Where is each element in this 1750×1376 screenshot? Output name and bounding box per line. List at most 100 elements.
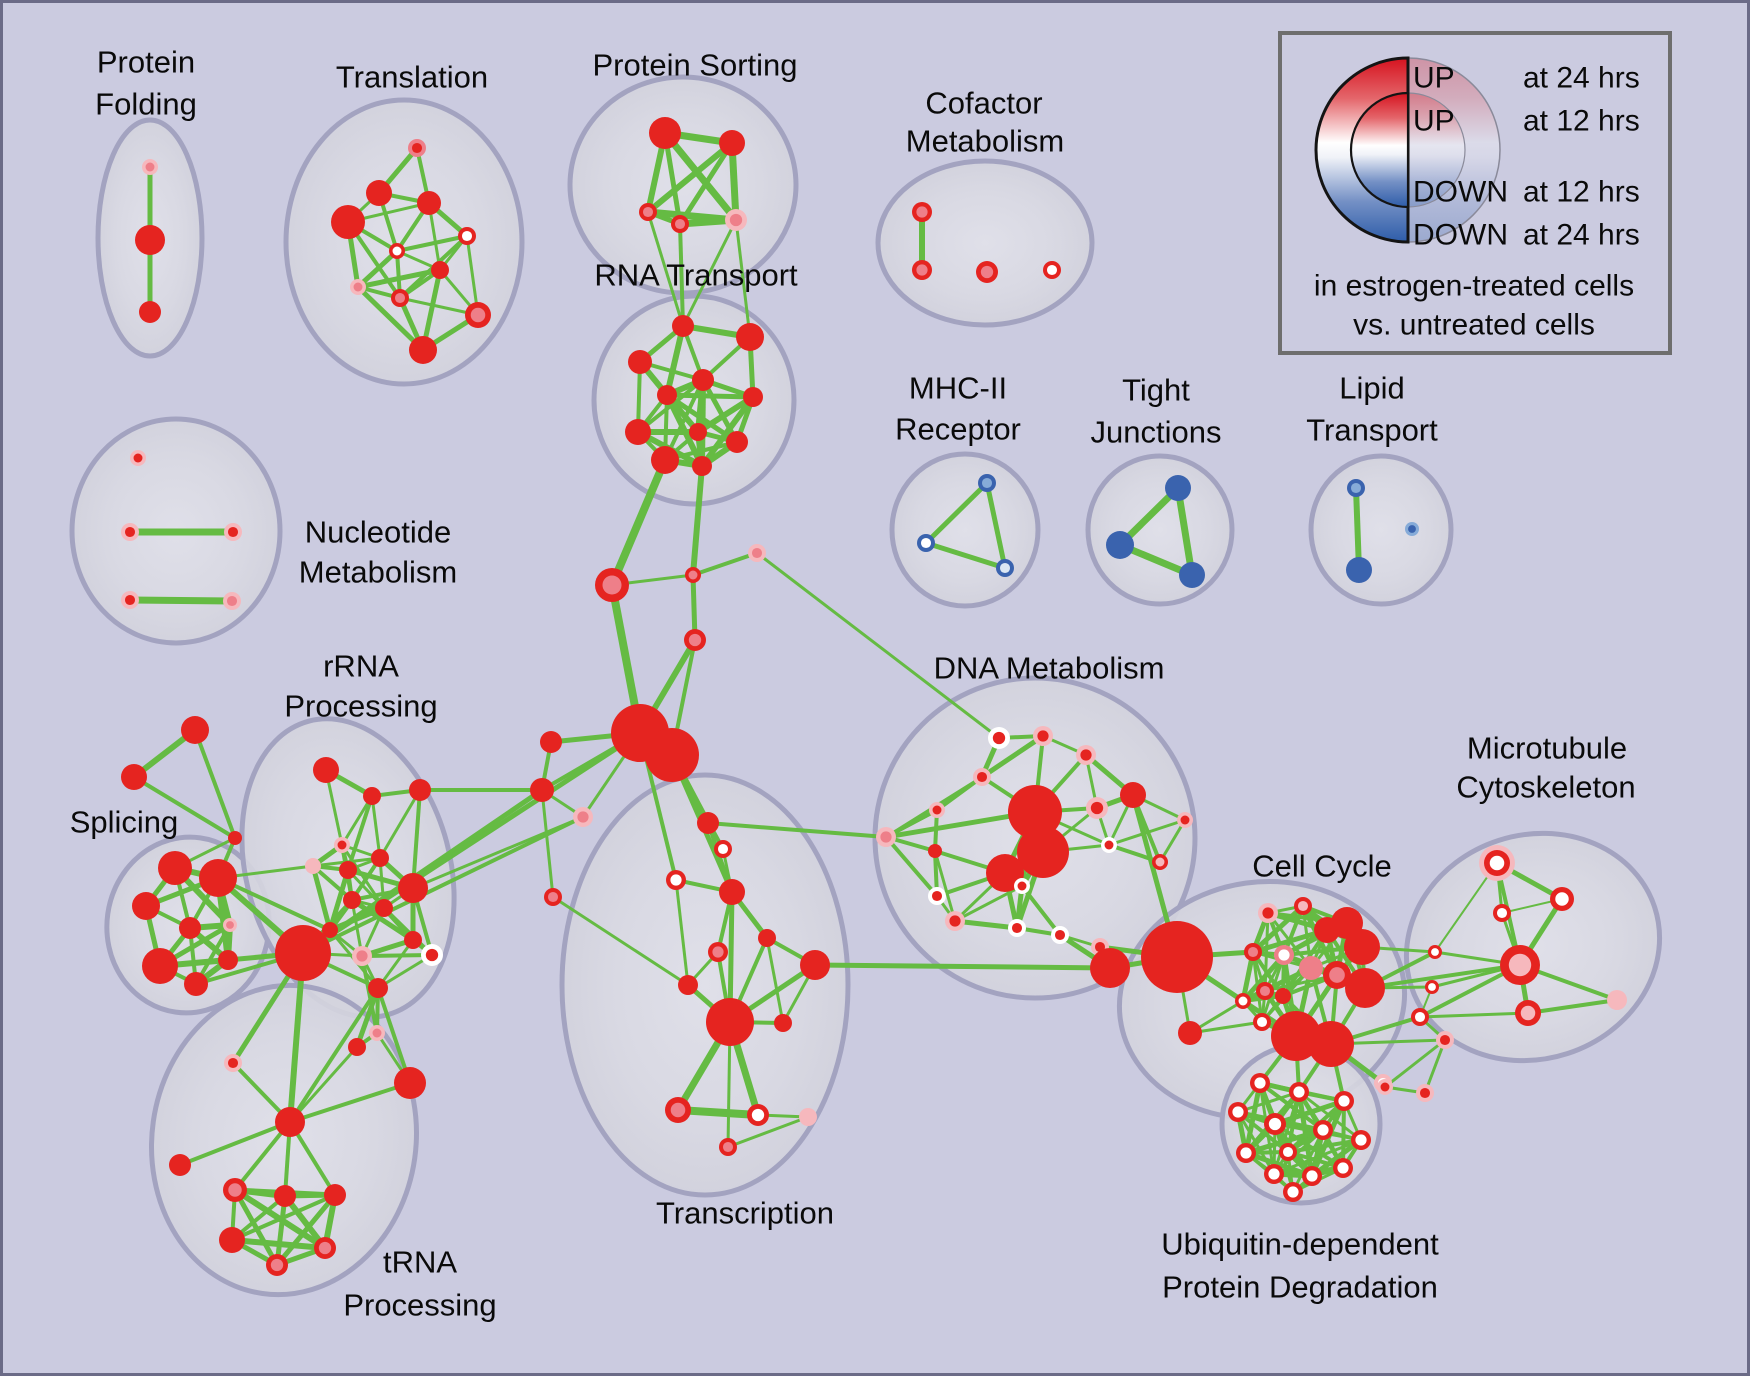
network-node[interactable] xyxy=(1178,1021,1202,1045)
network-node[interactable] xyxy=(1346,557,1372,583)
network-node[interactable] xyxy=(1274,945,1294,965)
network-node[interactable] xyxy=(928,887,946,905)
network-node[interactable] xyxy=(639,203,657,221)
network-node[interactable] xyxy=(672,315,694,337)
network-node[interactable] xyxy=(1607,990,1627,1010)
network-node[interactable] xyxy=(179,917,201,939)
network-node[interactable] xyxy=(181,716,209,744)
network-node[interactable] xyxy=(184,972,208,996)
network-node[interactable] xyxy=(431,261,449,279)
network-node[interactable] xyxy=(1294,897,1312,915)
network-node[interactable] xyxy=(1033,726,1053,746)
network-node[interactable] xyxy=(714,840,732,858)
network-node[interactable] xyxy=(719,879,745,905)
network-node[interactable] xyxy=(404,931,422,949)
network-node[interactable] xyxy=(758,929,776,947)
network-node[interactable] xyxy=(142,159,158,175)
network-node[interactable] xyxy=(223,1178,247,1202)
network-node[interactable] xyxy=(876,827,896,847)
network-node[interactable] xyxy=(1283,1182,1303,1202)
network-node[interactable] xyxy=(369,1025,385,1041)
network-node[interactable] xyxy=(389,243,405,259)
network-node[interactable] xyxy=(978,474,996,492)
network-node[interactable] xyxy=(408,139,426,157)
network-node[interactable] xyxy=(912,260,932,280)
network-node[interactable] xyxy=(121,591,139,609)
network-node[interactable] xyxy=(224,1054,242,1072)
network-node[interactable] xyxy=(409,779,431,801)
network-node[interactable] xyxy=(1264,1164,1284,1184)
network-node[interactable] xyxy=(1014,878,1030,894)
network-node[interactable] xyxy=(540,731,562,753)
network-node[interactable] xyxy=(1289,1082,1309,1102)
network-node[interactable] xyxy=(1344,929,1380,965)
network-node[interactable] xyxy=(1244,943,1262,961)
network-node[interactable] xyxy=(692,369,714,391)
network-node[interactable] xyxy=(1323,961,1351,989)
network-node[interactable] xyxy=(275,1107,305,1137)
network-node[interactable] xyxy=(774,1014,792,1032)
network-node[interactable] xyxy=(530,778,554,802)
network-node[interactable] xyxy=(743,387,763,407)
network-node[interactable] xyxy=(343,891,361,909)
network-node[interactable] xyxy=(1076,745,1096,765)
network-node[interactable] xyxy=(625,419,651,445)
network-node[interactable] xyxy=(719,130,745,156)
network-node[interactable] xyxy=(1550,887,1574,911)
network-node[interactable] xyxy=(324,1184,346,1206)
network-node[interactable] xyxy=(458,227,476,245)
network-node[interactable] xyxy=(1411,1008,1429,1026)
network-node[interactable] xyxy=(417,191,441,215)
network-node[interactable] xyxy=(375,899,393,917)
network-node[interactable] xyxy=(945,911,965,931)
network-node[interactable] xyxy=(697,812,719,834)
network-node[interactable] xyxy=(313,757,339,783)
network-node[interactable] xyxy=(1334,1091,1354,1111)
network-node[interactable] xyxy=(199,859,237,897)
network-node[interactable] xyxy=(1275,988,1291,1004)
network-node[interactable] xyxy=(649,117,681,149)
network-node[interactable] xyxy=(726,431,748,453)
network-node[interactable] xyxy=(1228,1102,1248,1122)
network-node[interactable] xyxy=(274,1185,296,1207)
network-node[interactable] xyxy=(708,942,728,962)
network-node[interactable] xyxy=(799,1108,817,1126)
network-node[interactable] xyxy=(800,950,830,980)
network-node[interactable] xyxy=(671,215,689,233)
network-node[interactable] xyxy=(223,592,241,610)
network-node[interactable] xyxy=(1308,1021,1354,1067)
network-node[interactable] xyxy=(465,302,491,328)
network-node[interactable] xyxy=(1258,903,1278,923)
network-node[interactable] xyxy=(314,1237,336,1259)
network-node[interactable] xyxy=(139,301,161,323)
network-node[interactable] xyxy=(1152,854,1168,870)
network-node[interactable] xyxy=(266,1254,288,1276)
network-node[interactable] xyxy=(988,727,1010,749)
network-node[interactable] xyxy=(142,948,178,984)
network-node[interactable] xyxy=(692,456,712,476)
network-node[interactable] xyxy=(1120,782,1146,808)
network-node[interactable] xyxy=(352,946,372,966)
network-node[interactable] xyxy=(218,950,238,970)
network-node[interactable] xyxy=(1177,812,1193,828)
network-node[interactable] xyxy=(595,568,629,602)
network-node[interactable] xyxy=(1479,845,1515,881)
network-node[interactable] xyxy=(391,289,409,307)
network-node[interactable] xyxy=(1436,1031,1454,1049)
network-node[interactable] xyxy=(331,205,365,239)
network-node[interactable] xyxy=(121,523,139,541)
network-node[interactable] xyxy=(1090,948,1130,988)
network-node[interactable] xyxy=(628,350,652,374)
network-node[interactable] xyxy=(421,944,443,966)
network-node[interactable] xyxy=(684,629,706,651)
network-node[interactable] xyxy=(685,567,701,583)
network-node[interactable] xyxy=(1008,785,1062,839)
network-node[interactable] xyxy=(409,336,437,364)
network-node[interactable] xyxy=(224,523,242,541)
network-node[interactable] xyxy=(1302,1166,1322,1186)
network-node[interactable] xyxy=(368,978,388,998)
network-node[interactable] xyxy=(1253,1013,1271,1031)
network-node[interactable] xyxy=(1101,837,1117,853)
network-node[interactable] xyxy=(645,728,699,782)
network-node[interactable] xyxy=(1051,926,1069,944)
